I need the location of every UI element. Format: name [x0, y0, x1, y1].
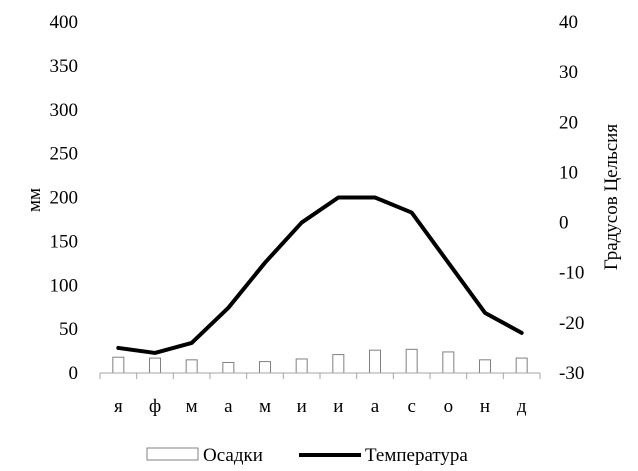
x-tick-label: и	[297, 396, 307, 417]
precipitation-bar	[442, 351, 455, 374]
left-tick-label: 250	[50, 144, 79, 165]
precipitation-bar	[479, 359, 491, 374]
precipitation-bar	[222, 361, 235, 374]
left-tick-label: 150	[50, 231, 79, 252]
x-tick-label: я	[114, 396, 123, 417]
x-axis-ticks	[99, 373, 541, 379]
right-tick-label: -10	[559, 263, 584, 284]
x-tick-label: н	[480, 396, 490, 417]
precipitation-bar	[369, 349, 381, 374]
left-tick-label: 50	[59, 319, 78, 340]
precipitation-bar	[295, 358, 308, 374]
x-tick-label: а	[371, 396, 380, 417]
x-tick-label: о	[444, 396, 454, 417]
precipitation-bar	[149, 357, 161, 374]
right-tick-label: -20	[559, 313, 584, 334]
right-tick-label: 10	[559, 162, 578, 183]
x-tick-label: и	[333, 396, 343, 417]
x-tick-label: м	[186, 396, 198, 417]
x-tick-label: м	[259, 396, 271, 417]
legend-precipitation-label: Осадки	[203, 445, 263, 466]
x-tick-label: с	[407, 396, 415, 417]
temperature-line	[116, 195, 524, 355]
x-tick-label: а	[224, 396, 233, 417]
precipitation-bar	[405, 348, 418, 374]
legend-temperature-label: Температура	[365, 445, 468, 466]
legend: Осадки Температура	[146, 445, 468, 466]
left-tick-label: 350	[50, 56, 79, 77]
x-tick-label: д	[517, 396, 527, 417]
left-tick-label: 200	[50, 188, 79, 209]
legend-precipitation-swatch	[146, 447, 199, 461]
precipitation-bar	[515, 357, 528, 374]
precipitation-bar	[259, 361, 271, 374]
left-tick-label: 0	[69, 363, 79, 384]
right-axis-ticks: -30 -20 -10 0 10 20 30 40	[559, 12, 584, 384]
left-axis-ticks: 0 50 100 150 200 250 300 350 400	[50, 12, 79, 384]
precipitation-bar	[112, 356, 125, 374]
precipitation-bar	[185, 359, 198, 374]
precipitation-bar	[332, 354, 345, 374]
right-tick-label: 0	[559, 213, 569, 234]
precipitation-bars	[112, 348, 528, 374]
left-tick-label: 100	[50, 275, 79, 296]
left-tick-label: 300	[50, 100, 79, 121]
right-axis-title: Градусов Цельсия	[601, 124, 622, 270]
x-tick-label: ф	[149, 396, 161, 417]
right-tick-label: -30	[559, 363, 584, 384]
right-tick-label: 20	[559, 112, 578, 133]
right-tick-label: 30	[559, 62, 578, 83]
left-axis-title: мм	[24, 188, 45, 212]
right-tick-label: 40	[559, 12, 578, 33]
left-tick-label: 400	[50, 12, 79, 33]
